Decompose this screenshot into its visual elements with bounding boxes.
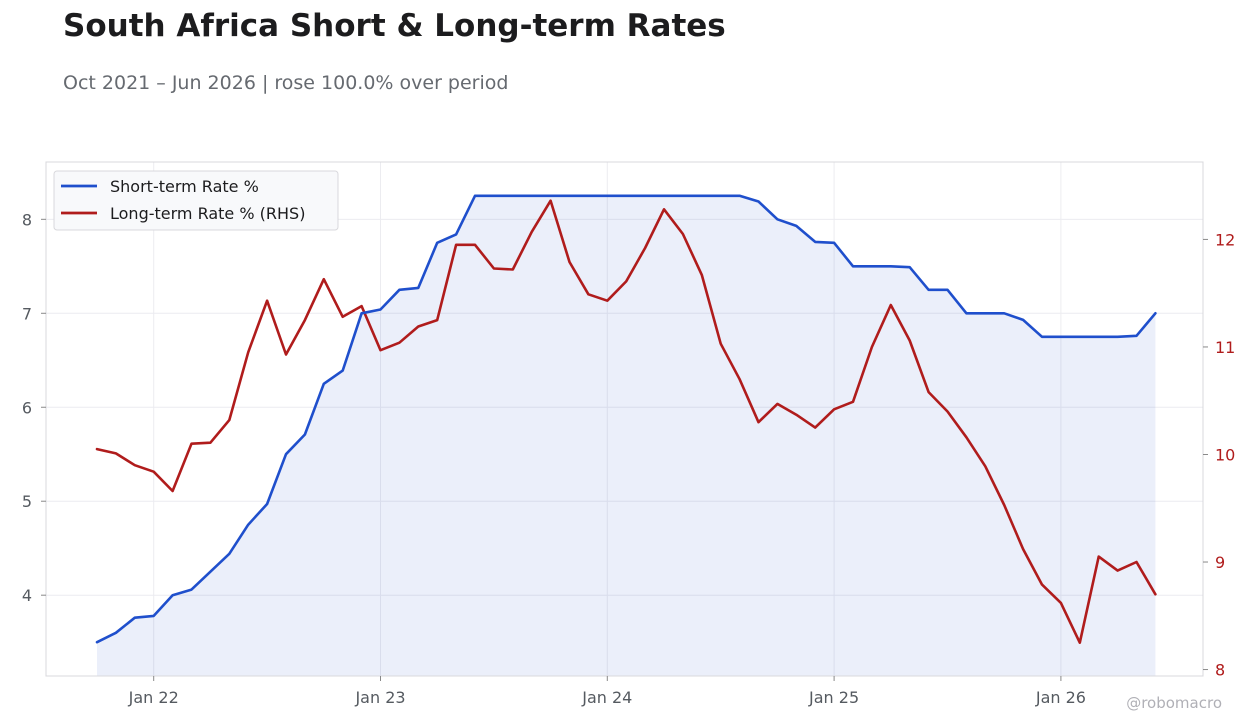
- x-tick-label: Jan 26: [1035, 688, 1086, 707]
- right-tick-label: 8: [1215, 661, 1225, 680]
- right-tick-label: 10: [1215, 445, 1235, 464]
- watermark: @robomacro: [1126, 694, 1222, 712]
- chart-title: South Africa Short & Long-term Rates: [63, 8, 726, 44]
- legend-box: [53, 170, 339, 231]
- right-tick-label: 11: [1215, 338, 1235, 357]
- right-tick-label: 12: [1215, 230, 1235, 249]
- left-tick-label: 4: [22, 586, 32, 605]
- x-tick-label: Jan 23: [354, 688, 405, 707]
- left-tick-label: 6: [22, 398, 32, 417]
- grid: [46, 162, 1203, 676]
- right-tick-label: 9: [1215, 553, 1225, 572]
- series-lines: [95, 194, 1157, 645]
- plot-frame: [45, 161, 1204, 677]
- legend: Short-term Rate % Long-term Rate % (RHS): [53, 170, 339, 231]
- left-tick-label: 5: [22, 492, 32, 511]
- legend-label: Long-term Rate % (RHS): [110, 204, 305, 223]
- long-term-rate-line: [95, 199, 1157, 645]
- left-tick-label: 7: [22, 304, 32, 323]
- x-tick-label: Jan 22: [128, 688, 179, 707]
- x-tick-label: Jan 25: [808, 688, 859, 707]
- chart-subtitle: Oct 2021 – Jun 2026 | rose 100.0% over p…: [63, 72, 509, 94]
- legend-label: Short-term Rate %: [110, 177, 259, 196]
- short-term-area: [97, 195, 1156, 676]
- left-tick-label: 8: [22, 210, 32, 229]
- area-fill: [97, 195, 1156, 676]
- axes: 4 5 6 7 8 8 9 10 11 12 Jan 22 Jan 23 Jan 24 Jan 25 Jan…: [22, 161, 1235, 707]
- short-term-rate-line: [95, 194, 1157, 644]
- x-tick-label: Jan 24: [581, 688, 632, 707]
